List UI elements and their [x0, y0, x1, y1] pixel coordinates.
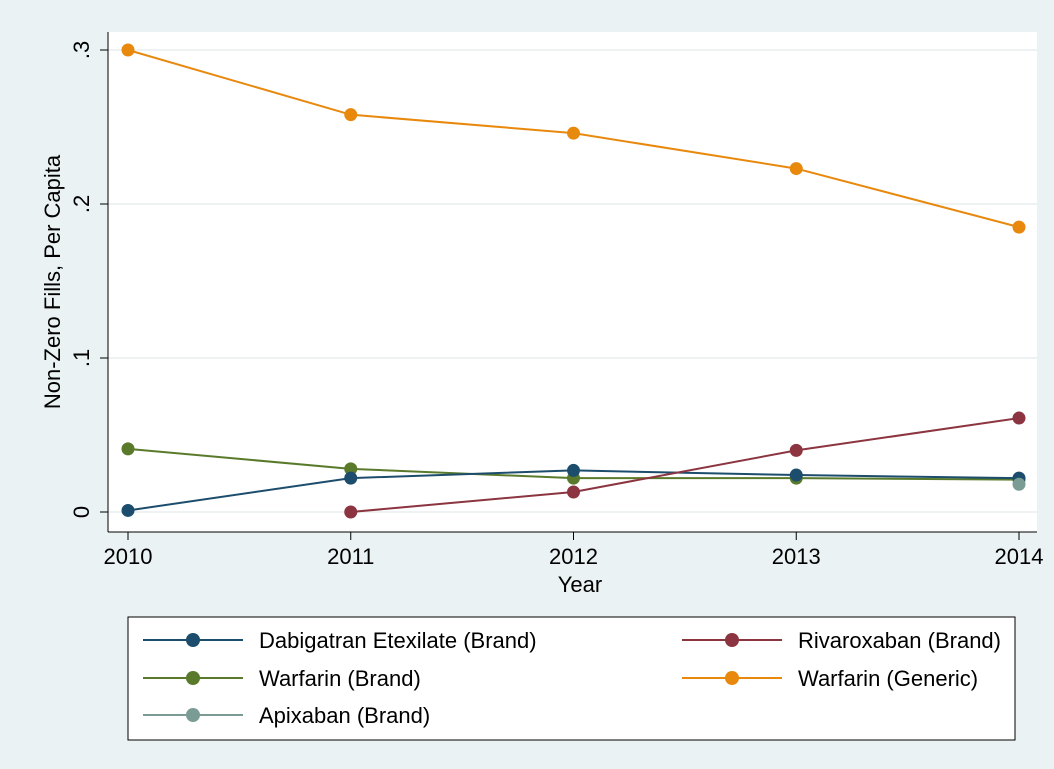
data-point	[121, 503, 135, 517]
data-point	[344, 471, 358, 485]
legend: Warfarin (Generic) Warfarin (Brand) Dabiga…	[143, 628, 1001, 728]
data-point	[344, 505, 358, 519]
series-line	[350, 417, 1020, 513]
x-axis-title: Year	[558, 572, 602, 597]
data-point	[1012, 411, 1026, 425]
legend-swatch-marker	[186, 671, 200, 685]
x-tick-label: 2013	[772, 544, 821, 569]
data-point	[789, 443, 803, 457]
x-tick-label: 2011	[327, 544, 374, 569]
legend-swatch-marker	[186, 708, 200, 722]
data-point	[789, 162, 803, 176]
data-point	[1012, 220, 1026, 234]
y-tick-label: 0	[69, 506, 94, 518]
data-point	[1012, 477, 1026, 491]
legend-swatch-marker	[186, 633, 200, 647]
axes: 0 .1 .2 .3 2010 2011 2012 2013 2014	[69, 32, 1043, 569]
legend-label: Warfarin (Brand)	[259, 666, 421, 691]
legend-label: Rivaroxaban (Brand)	[798, 628, 1001, 653]
legend-box	[127, 616, 1016, 741]
data-point	[121, 43, 135, 57]
data-point	[567, 463, 580, 477]
legend-swatch-marker	[725, 633, 739, 647]
x-tick-label: 2014	[995, 544, 1044, 569]
legend-label: Apixaban (Brand)	[259, 703, 430, 728]
gridlines	[108, 49, 1037, 513]
y-tick-label: .2	[69, 195, 94, 213]
y-tick-label: .3	[69, 41, 94, 59]
legend-label: Warfarin (Generic)	[798, 666, 978, 691]
y-axis-title: Non-Zero Fills, Per Capita	[40, 154, 65, 409]
data-point	[344, 108, 358, 122]
legend-label: Dabigatran Etexilate (Brand)	[259, 628, 537, 653]
legend-swatch-marker	[725, 671, 739, 685]
series-lines	[121, 43, 1026, 519]
data-point	[567, 126, 580, 140]
x-tick-label: 2010	[104, 544, 153, 569]
data-point	[789, 468, 803, 482]
x-tick-label: 2012	[549, 544, 598, 569]
data-point	[121, 442, 135, 456]
data-point	[344, 462, 358, 476]
plot-area	[108, 32, 1037, 532]
y-tick-label: .1	[69, 349, 94, 367]
data-point	[567, 485, 580, 499]
